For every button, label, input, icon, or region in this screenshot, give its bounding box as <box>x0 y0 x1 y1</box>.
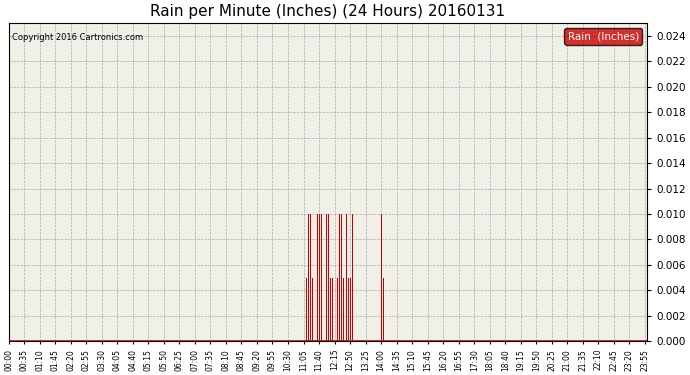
Text: Copyright 2016 Cartronics.com: Copyright 2016 Cartronics.com <box>12 33 143 42</box>
Bar <box>339 214 340 341</box>
Bar <box>310 214 311 341</box>
Legend: Rain  (Inches): Rain (Inches) <box>564 28 642 45</box>
Title: Rain per Minute (Inches) (24 Hours) 20160131: Rain per Minute (Inches) (24 Hours) 2016… <box>150 4 506 19</box>
Bar <box>319 214 320 341</box>
Bar <box>381 214 382 341</box>
Bar <box>308 214 309 341</box>
Bar <box>350 278 351 341</box>
